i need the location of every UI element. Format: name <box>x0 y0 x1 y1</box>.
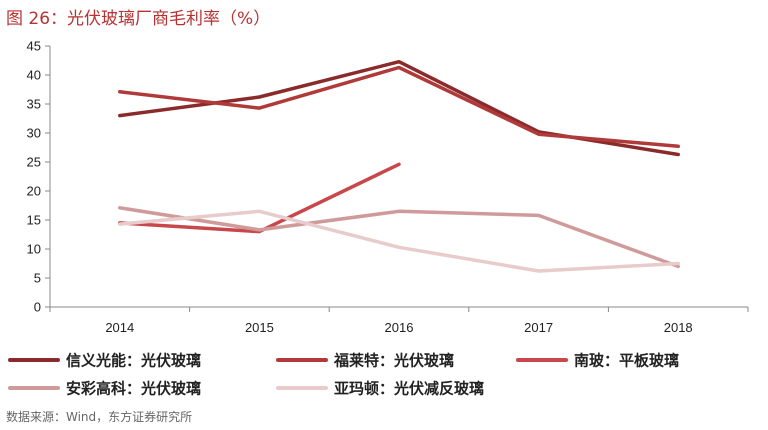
x-tick-label: 2014 <box>105 320 134 335</box>
legend-label: 南玻：平板玻璃 <box>574 352 679 370</box>
legend-label: 福莱特：光伏玻璃 <box>333 352 454 370</box>
series-lines <box>118 59 680 273</box>
x-tick-label: 2018 <box>664 320 693 335</box>
chart-title: 图 26：光伏玻璃厂商毛利率（%） <box>6 9 271 29</box>
y-tick-label: 35 <box>27 97 41 112</box>
legend-label: 亚玛顿：光伏减反玻璃 <box>334 380 484 398</box>
x-tick-label: 2015 <box>245 320 274 335</box>
axes: 0 5 10 15 20 25 30 35 40 45 2014 2015 2016 2017 2018 <box>27 39 749 335</box>
series-line-2 <box>118 65 680 149</box>
y-tick-label: 0 <box>34 300 41 315</box>
series-line-4 <box>118 206 680 269</box>
y-tick-label: 30 <box>27 126 41 141</box>
y-tick-label: 45 <box>27 39 41 54</box>
legend-label: 信义光能：光伏玻璃 <box>66 352 201 370</box>
y-tick-label: 10 <box>27 242 41 257</box>
y-tick-label: 15 <box>27 213 41 228</box>
source-note: 数据来源：Wind，东方证券研究所 <box>6 410 193 424</box>
y-tick-label: 5 <box>34 271 41 286</box>
x-tick-label: 2016 <box>385 320 414 335</box>
y-tick-label: 40 <box>27 68 41 83</box>
x-tick-label: 2017 <box>524 320 553 335</box>
series-line-5 <box>118 209 680 273</box>
y-tick-label: 25 <box>27 155 41 170</box>
legend-label: 安彩高科：光伏玻璃 <box>66 380 201 398</box>
y-tick-label: 20 <box>27 184 41 199</box>
